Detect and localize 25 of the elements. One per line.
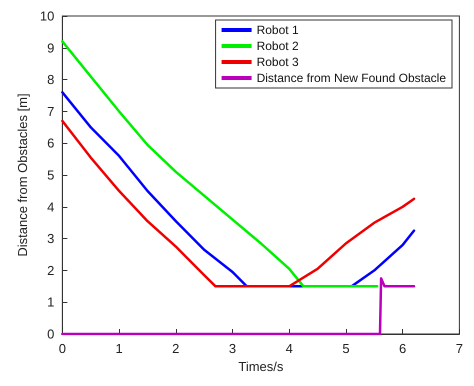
y-tick-label: 3: [47, 231, 54, 246]
legend-label: Distance from New Found Obstacle: [256, 71, 446, 85]
legend-label: Robot 3: [256, 55, 299, 69]
x-tick-label: 4: [286, 341, 293, 356]
x-tick-label: 0: [58, 341, 66, 356]
x-tick-label: 3: [228, 341, 236, 356]
legend-label: Robot 2: [256, 39, 299, 53]
x-tick-label: 1: [115, 341, 123, 356]
x-tick-label: 5: [342, 341, 350, 356]
y-tick-label: 2: [47, 262, 54, 278]
legend-label: Robot 1: [256, 23, 299, 37]
x-axis-title: Times/s: [238, 359, 284, 374]
y-axis-title: Distance from Obstacles [m]: [15, 93, 30, 257]
y-tick-label: 6: [47, 136, 54, 151]
x-tick-label: 6: [399, 341, 406, 356]
y-tick-label: 8: [47, 72, 54, 88]
y-tick-label: 7: [47, 104, 54, 119]
y-tick-label: 4: [47, 199, 54, 214]
x-tick-label: 7: [456, 341, 463, 356]
y-tick-label: 5: [47, 168, 54, 182]
y-tick-label: 10: [40, 8, 54, 24]
y-tick-label: 9: [47, 40, 54, 56]
y-tick-label: 0: [47, 326, 54, 342]
y-tick-label: 1: [47, 294, 54, 310]
x-tick-label: 2: [172, 341, 180, 356]
